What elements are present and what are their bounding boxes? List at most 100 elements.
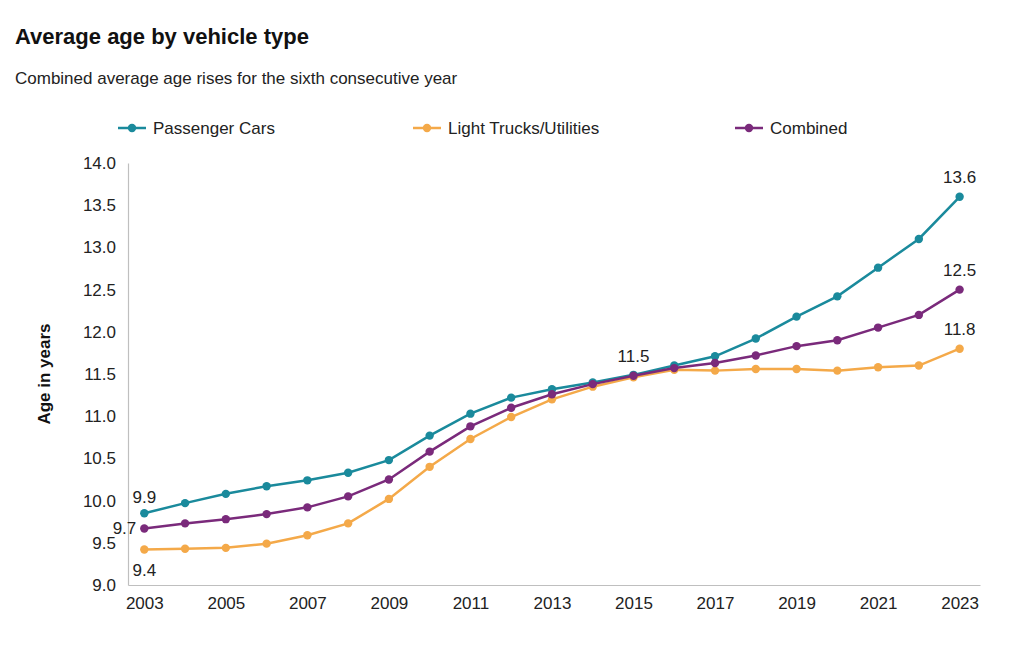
legend-swatch-marker	[745, 124, 753, 132]
legend-swatch-marker	[128, 124, 136, 132]
chart: Average age by vehicle type Combined aver…	[0, 0, 1024, 650]
series-marker	[385, 475, 393, 483]
x-tick-label: 2015	[615, 594, 653, 613]
x-tick-label: 2007	[289, 594, 327, 613]
x-tick: 2015	[615, 585, 653, 613]
x-axis: 2003200520072009201120132015201720192021…	[126, 585, 981, 613]
series-marker	[792, 342, 800, 350]
y-axis-title: Age in years	[35, 323, 54, 424]
x-axis-line	[129, 585, 981, 586]
legend-label: Light Trucks/Utilities	[448, 119, 599, 138]
series-marker	[752, 351, 760, 359]
series-marker	[344, 492, 352, 500]
y-tick-label: 12.5	[83, 281, 116, 300]
series-marker	[874, 323, 882, 331]
legend: Passenger CarsLight Trucks/UtilitiesComb…	[118, 119, 848, 138]
series-marker	[955, 344, 963, 352]
series-marker	[222, 515, 230, 523]
series-marker	[466, 422, 474, 430]
series-marker	[629, 371, 637, 379]
series-marker	[385, 495, 393, 503]
y-tick-label: 13.5	[83, 196, 116, 215]
y-tick-label: 9.0	[92, 576, 116, 595]
series-marker	[425, 431, 433, 439]
series-marker	[303, 503, 311, 511]
series-line	[144, 349, 959, 550]
series-marker	[262, 539, 270, 547]
x-tick: 2021	[860, 585, 898, 613]
x-tick-label: 2017	[697, 594, 735, 613]
x-tick: 2019	[778, 585, 816, 613]
series-marker	[425, 447, 433, 455]
series-marker	[955, 285, 963, 293]
series-marker	[548, 390, 556, 398]
series-marker	[874, 363, 882, 371]
title: Average age by vehicle type	[15, 24, 309, 49]
series-marker	[833, 336, 841, 344]
legend-item: Passenger Cars	[118, 119, 275, 138]
series-marker	[222, 544, 230, 552]
series-marker	[385, 456, 393, 464]
legend-swatch-marker	[423, 124, 431, 132]
y-tick-label: 10.5	[83, 449, 116, 468]
series-marker	[833, 366, 841, 374]
y-tick: 11.0	[84, 407, 128, 426]
series-marker	[466, 409, 474, 417]
series-marker	[589, 380, 597, 388]
x-tick: 2017	[697, 585, 735, 613]
x-tick: 2005	[207, 585, 245, 613]
series-marker	[466, 435, 474, 443]
series-marker	[303, 476, 311, 484]
series-marker	[915, 311, 923, 319]
data-label: 11.5	[618, 347, 650, 366]
y-tick: 12.0	[83, 323, 128, 342]
x-tick: 2023	[941, 585, 979, 613]
x-tick-label: 2009	[370, 594, 408, 613]
series-marker	[507, 413, 515, 421]
series-marker	[303, 531, 311, 539]
series-marker	[140, 509, 148, 517]
legend-label: Passenger Cars	[153, 119, 275, 138]
series-marker	[752, 334, 760, 342]
series-marker	[262, 510, 270, 518]
data-label: 11.8	[944, 320, 976, 339]
series-marker	[955, 193, 963, 201]
series-marker	[140, 524, 148, 532]
x-tick-label: 2023	[941, 594, 979, 613]
series-marker	[874, 263, 882, 271]
series-marker	[181, 545, 189, 553]
series-marker	[915, 361, 923, 369]
series-marker	[711, 366, 719, 374]
data-labels: 9.913.69.411.89.711.512.5	[113, 168, 976, 580]
series-marker	[711, 359, 719, 367]
x-tick: 2009	[370, 585, 408, 613]
y-tick: 14.0	[83, 154, 128, 173]
data-label: 9.9	[132, 488, 156, 507]
data-label: 9.4	[132, 561, 156, 580]
series-marker	[140, 545, 148, 553]
y-tick-label: 14.0	[83, 154, 116, 173]
series-marker	[181, 499, 189, 507]
x-tick-label: 2003	[126, 594, 164, 613]
x-tick-label: 2005	[207, 594, 245, 613]
x-tick-label: 2021	[860, 594, 898, 613]
legend-item: Light Trucks/Utilities	[413, 119, 599, 138]
y-tick: 10.0	[83, 492, 128, 511]
x-tick: 2003	[126, 585, 164, 613]
series-marker	[915, 235, 923, 243]
y-tick-label: 13.0	[83, 238, 116, 257]
series-marker	[262, 482, 270, 490]
series-marker	[670, 364, 678, 372]
y-tick-label: 11.0	[84, 407, 116, 426]
series-marker	[792, 365, 800, 373]
y-tick: 13.0	[83, 238, 128, 257]
x-tick: 2007	[289, 585, 327, 613]
series-line	[144, 197, 959, 514]
series-line	[144, 290, 959, 529]
data-label: 12.5	[943, 261, 976, 280]
y-tick-label: 11.5	[84, 365, 116, 384]
y-tick-label: 12.0	[83, 323, 116, 342]
x-tick: 2011	[453, 585, 490, 613]
subtitle: Combined average age rises for the sixth…	[15, 69, 458, 88]
data-label: 9.7	[113, 519, 137, 538]
